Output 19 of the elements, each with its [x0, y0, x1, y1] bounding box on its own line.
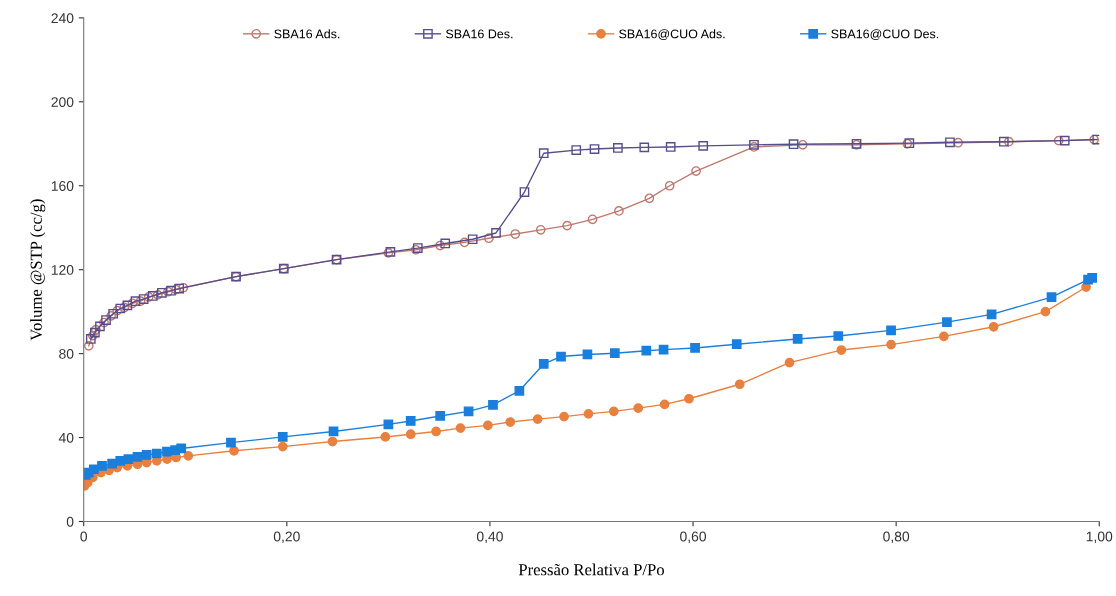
y-tick-label: 80	[59, 348, 74, 359]
x-tick-label: 0,80	[883, 531, 910, 544]
x-tick-label: 0,40	[476, 531, 503, 544]
y-tick-label: 200	[51, 97, 74, 107]
x-axis-title: Pressão Relativa P/Po	[518, 563, 664, 576]
legend-label: SBA16 Ads.	[274, 29, 340, 39]
y-axis-title: Volume @STP (cc/g)	[30, 199, 46, 341]
legend-label: SBA16 Des.	[445, 29, 513, 39]
x-tick-label: 0,60	[680, 531, 707, 544]
x-tick-label: 1,00	[1086, 531, 1113, 544]
y-tick-label: 240	[51, 13, 74, 24]
legend-label: SBA16@CUO Des.	[831, 29, 939, 40]
legend-label: SBA16@CUO Ads.	[619, 29, 725, 40]
x-tick-label: 0	[80, 531, 88, 542]
x-tick-label: 0,20	[273, 531, 300, 544]
y-tick-label: 160	[51, 181, 74, 191]
y-tick-label: 0	[66, 516, 74, 527]
y-tick-label: 120	[51, 265, 74, 275]
y-tick-label: 40	[58, 432, 74, 443]
